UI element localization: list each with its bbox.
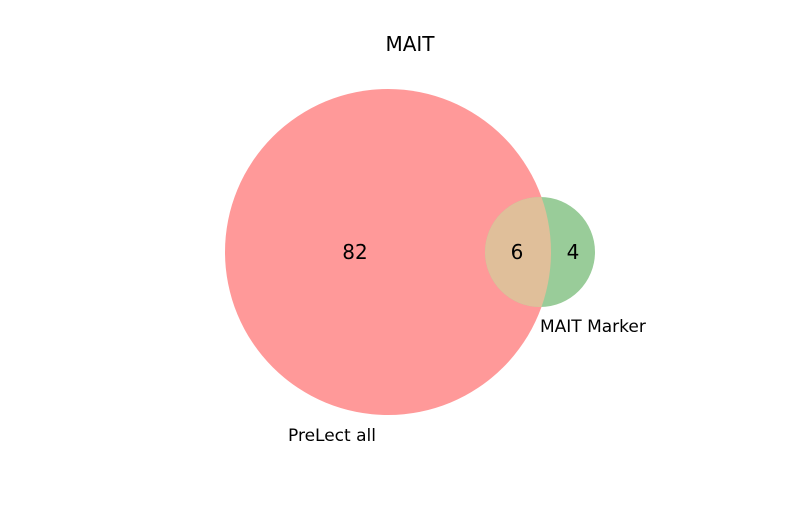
set-a-circle: [225, 89, 551, 415]
count-a-and-b: 6: [511, 240, 524, 264]
set-b-label: MAIT Marker: [540, 317, 646, 337]
set-a-label: PreLect all: [288, 426, 376, 446]
chart-title: MAIT: [385, 32, 435, 56]
count-a-only: 82: [342, 240, 367, 264]
overlap-region: [485, 197, 551, 307]
count-b-only: 4: [567, 240, 580, 264]
